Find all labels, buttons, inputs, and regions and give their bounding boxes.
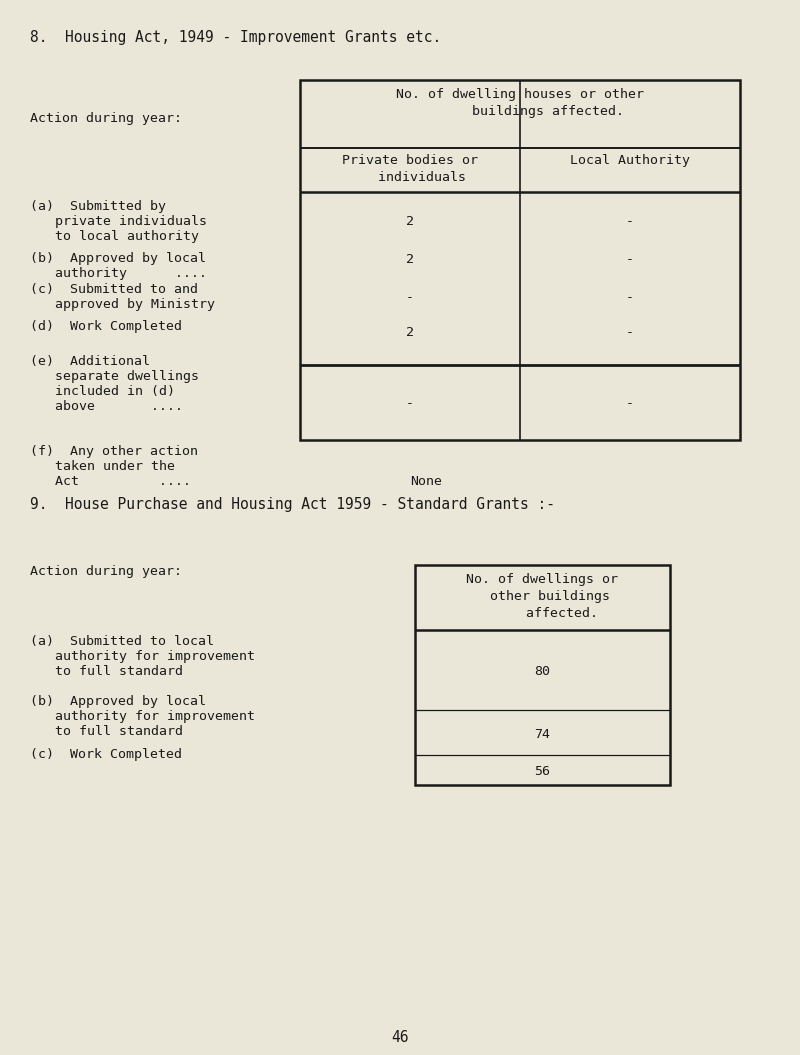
Text: -: - (626, 291, 634, 304)
Text: (f)  Any other action: (f) Any other action (30, 445, 198, 458)
Text: authority for improvement: authority for improvement (55, 710, 255, 723)
Text: 74: 74 (534, 728, 550, 741)
Text: (b)  Approved by local: (b) Approved by local (30, 695, 206, 708)
Bar (300, 80, 740, 440)
Text: -: - (626, 215, 634, 228)
Text: 56: 56 (534, 765, 550, 778)
Text: No. of dwelling houses or other
       buildings affected.: No. of dwelling houses or other building… (396, 88, 644, 118)
Text: None: None (410, 475, 442, 488)
Text: to full standard: to full standard (55, 725, 183, 738)
Text: private individuals: private individuals (55, 215, 207, 228)
Text: Private bodies or
   individuals: Private bodies or individuals (342, 154, 478, 184)
Text: authority      ....: authority .... (55, 267, 207, 280)
Text: (c)  Work Completed: (c) Work Completed (30, 748, 182, 761)
Text: Local Authority: Local Authority (570, 154, 690, 167)
Text: (a)  Submitted to local: (a) Submitted to local (30, 635, 214, 648)
Text: 9.  House Purchase and Housing Act 1959 - Standard Grants :-: 9. House Purchase and Housing Act 1959 -… (30, 497, 555, 512)
Text: 80: 80 (534, 665, 550, 678)
Text: (e)  Additional: (e) Additional (30, 354, 150, 368)
Text: above       ....: above .... (55, 400, 183, 413)
Text: -: - (406, 291, 414, 304)
Text: to local authority: to local authority (55, 230, 199, 243)
Text: separate dwellings: separate dwellings (55, 370, 199, 383)
Text: 2: 2 (406, 253, 414, 266)
Text: 2: 2 (406, 326, 414, 339)
Text: Act          ....: Act .... (55, 475, 191, 488)
Text: to full standard: to full standard (55, 665, 183, 678)
Text: included in (d): included in (d) (55, 385, 175, 398)
Text: (a)  Submitted by: (a) Submitted by (30, 200, 166, 213)
Text: authority for improvement: authority for improvement (55, 650, 255, 663)
Text: taken under the: taken under the (55, 460, 175, 473)
Text: 2: 2 (406, 215, 414, 228)
Text: Action during year:: Action during year: (30, 565, 182, 578)
Text: (d)  Work Completed: (d) Work Completed (30, 320, 182, 333)
Text: Action during year:: Action during year: (30, 112, 182, 124)
Text: -: - (406, 398, 414, 410)
Text: 8.  Housing Act, 1949 - Improvement Grants etc.: 8. Housing Act, 1949 - Improvement Grant… (30, 30, 442, 45)
Text: approved by Ministry: approved by Ministry (55, 298, 215, 311)
Text: (c)  Submitted to and: (c) Submitted to and (30, 283, 198, 296)
Text: -: - (626, 398, 634, 410)
Text: 46: 46 (391, 1030, 409, 1046)
Text: (b)  Approved by local: (b) Approved by local (30, 252, 206, 265)
Text: No. of dwellings or
  other buildings
     affected.: No. of dwellings or other buildings affe… (466, 573, 618, 620)
Text: -: - (626, 253, 634, 266)
Text: -: - (626, 326, 634, 339)
Bar (415, 565, 670, 785)
